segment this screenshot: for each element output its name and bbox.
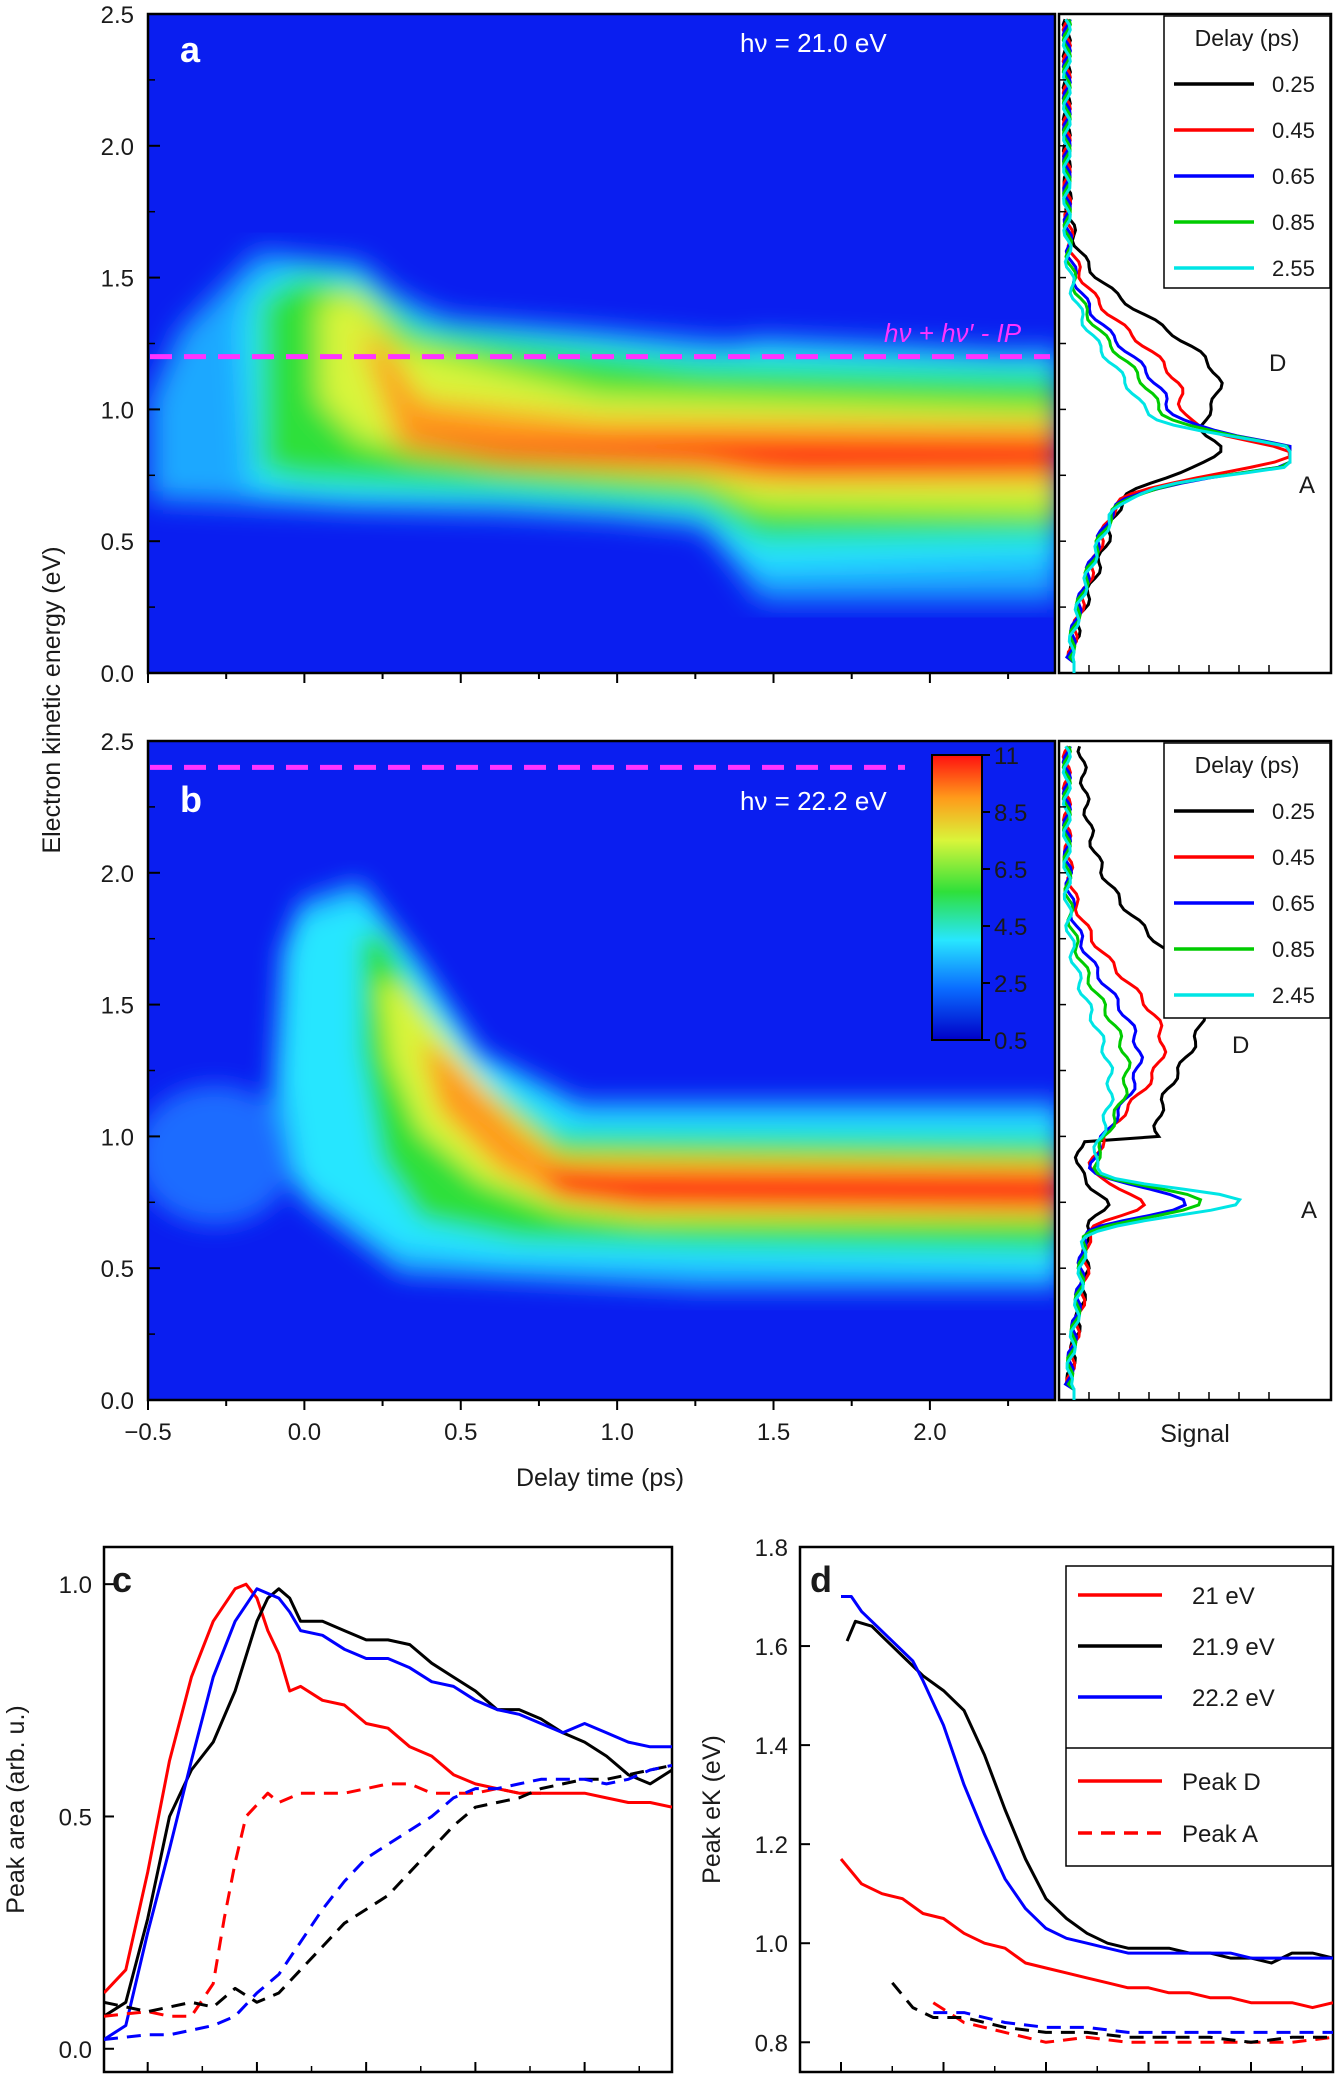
ylabel: Peak eK (eV) bbox=[698, 1735, 726, 1884]
legend-entry: Peak A bbox=[1182, 1821, 1258, 1848]
colorbar-tick-label: 8.5 bbox=[994, 800, 1027, 827]
ytick-label: 1.0 bbox=[101, 397, 134, 424]
spectrum-legend bbox=[1163, 742, 1331, 1019]
ytick-label: 2.5 bbox=[101, 2, 134, 29]
spectrum-line bbox=[1061, 18, 1292, 673]
ytick-label: 0.0 bbox=[101, 1388, 134, 1415]
xtick-label: 1.0 bbox=[600, 1419, 633, 1446]
ytick-label: 0.0 bbox=[59, 2037, 92, 2064]
ytick-label: 0.8 bbox=[755, 2030, 788, 2057]
ytick-label: 1.4 bbox=[755, 1733, 788, 1760]
panel-label-d: d bbox=[810, 1559, 832, 1600]
ip-line-label: hν + hν′ - IP bbox=[884, 318, 1022, 348]
legend-entry: 21 eV bbox=[1192, 1583, 1255, 1610]
colorbar-tick-label: 0.5 bbox=[994, 1028, 1027, 1055]
panel-label-a: a bbox=[180, 29, 201, 70]
spectrum-line bbox=[1061, 745, 1243, 1400]
series-line bbox=[104, 1587, 672, 2018]
peak-label-a: A bbox=[1299, 472, 1315, 499]
ytick-label: 1.6 bbox=[755, 1634, 788, 1661]
peak-label-d: D bbox=[1232, 1032, 1249, 1059]
series-line bbox=[104, 1763, 672, 2014]
colorbar-tick-label: 11 bbox=[994, 743, 1019, 770]
series-line bbox=[104, 1782, 541, 2018]
ytick-label: 0.0 bbox=[101, 661, 134, 688]
annotation-b: hν = 22.2 eV bbox=[740, 786, 887, 816]
spectrum-line bbox=[1061, 18, 1292, 673]
legend-entry: 0.85 bbox=[1272, 210, 1315, 235]
series-line bbox=[891, 1981, 1333, 2044]
legend-title: Delay (ps) bbox=[1195, 25, 1300, 51]
series-line bbox=[933, 2011, 1333, 2034]
series-line bbox=[104, 1587, 672, 2041]
ytick-label: 2.0 bbox=[101, 861, 134, 888]
ytick-label: 0.5 bbox=[101, 1256, 134, 1283]
legend-entry: 2.55 bbox=[1272, 256, 1315, 281]
colorbar-gradient bbox=[931, 754, 983, 1041]
legend-entry: 21.9 eV bbox=[1192, 1634, 1275, 1661]
heatmap-b-intensity bbox=[148, 880, 1055, 1290]
spectra-a: Delay (ps) 0.25 0.45 0.65 0.85 2.55 D A bbox=[1057, 12, 1333, 675]
legend-entry: 0.25 bbox=[1272, 799, 1315, 824]
series-line bbox=[104, 1763, 672, 2041]
ytick-label: 1.5 bbox=[101, 993, 134, 1020]
ytick-label: 0.5 bbox=[101, 529, 134, 556]
legend-entry: 0.65 bbox=[1272, 164, 1315, 189]
ytick-label: 1.0 bbox=[59, 1572, 92, 1599]
ytick-label: 1.5 bbox=[101, 266, 134, 293]
ytick-label: 1.2 bbox=[755, 1832, 788, 1859]
ytick-label: 1.0 bbox=[101, 1124, 134, 1151]
ytick-label: 1.8 bbox=[755, 1535, 788, 1562]
legend-entry: 0.45 bbox=[1272, 845, 1315, 870]
legend-d bbox=[1065, 1565, 1333, 1867]
xtick-label: −0.5 bbox=[124, 1419, 171, 1446]
legend-entry: 0.65 bbox=[1272, 891, 1315, 916]
series-line bbox=[839, 1858, 1333, 2010]
colorbar-tick-label: 6.5 bbox=[994, 857, 1027, 884]
colorbar: 11 8.5 6.5 4.5 2.5 0.5 bbox=[931, 743, 1027, 1055]
xtick-label: 2.0 bbox=[913, 1419, 946, 1446]
panel-label-b: b bbox=[180, 779, 202, 820]
xtick-label: 1.5 bbox=[757, 1419, 790, 1446]
colorbar-tick-label: 2.5 bbox=[994, 971, 1027, 998]
heatmap-a bbox=[146, 12, 1057, 675]
series-line bbox=[104, 1582, 672, 1995]
xlabel-ab: Delay time (ps) bbox=[516, 1464, 684, 1492]
xtick-label: 0.0 bbox=[288, 1419, 321, 1446]
legend-entry: 0.85 bbox=[1272, 937, 1315, 962]
annotation-a: hν = 21.0 eV bbox=[740, 28, 887, 58]
xtick-label: 0.5 bbox=[444, 1419, 477, 1446]
legend-entry: 0.45 bbox=[1272, 118, 1315, 143]
legend-entry: 0.25 bbox=[1272, 72, 1315, 97]
panel-label-c: c bbox=[112, 1559, 132, 1600]
peak-label-d: D bbox=[1269, 350, 1286, 377]
heatmap-a-intensity bbox=[150, 250, 1055, 600]
heatmap-b bbox=[146, 739, 1057, 1402]
legend-entry: 2.45 bbox=[1272, 983, 1315, 1008]
legend-title: Delay (ps) bbox=[1195, 752, 1300, 778]
ytick-label: 2.0 bbox=[101, 134, 134, 161]
spectrum-xlabel: Signal bbox=[1160, 1420, 1230, 1448]
peak-label-a: A bbox=[1301, 1197, 1317, 1224]
series-line bbox=[841, 1595, 1333, 1960]
ylabel-ab: Electron kinetic energy (eV) bbox=[38, 546, 66, 853]
ytick-label: 2.5 bbox=[101, 729, 134, 756]
spectrum-line bbox=[1061, 745, 1203, 1400]
spectrum-legend bbox=[1163, 15, 1331, 289]
legend-entry: Peak D bbox=[1182, 1769, 1261, 1796]
ytick-label: 1.0 bbox=[755, 1931, 788, 1958]
colorbar-tick-label: 4.5 bbox=[994, 914, 1027, 941]
ytick-label: 0.5 bbox=[59, 1804, 92, 1831]
legend-entry: 22.2 eV bbox=[1192, 1685, 1275, 1712]
ylabel: Peak area (arb. u.) bbox=[2, 1705, 30, 1913]
spectra-b: Delay (ps) 0.25 0.45 0.65 0.85 2.45 D A bbox=[1057, 739, 1333, 1402]
